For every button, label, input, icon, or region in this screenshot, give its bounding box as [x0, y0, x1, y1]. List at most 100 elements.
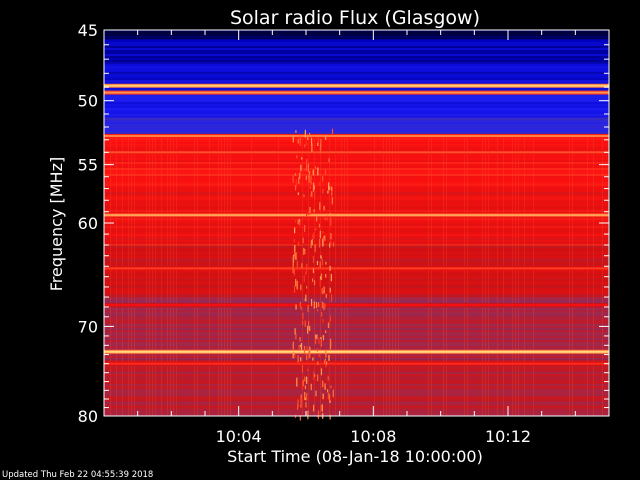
x-tick-label: 10:12 [485, 427, 531, 446]
spectrum-channel [104, 344, 609, 346]
burst-mark [294, 220, 297, 223]
burst-mark [295, 333, 297, 340]
burst-mark [312, 268, 315, 274]
burst-mark [324, 217, 327, 221]
burst-mark [322, 393, 324, 400]
burst-mark [320, 273, 323, 281]
burst-mark [296, 260, 298, 268]
burst-mark [303, 247, 305, 255]
spectrum-channel [104, 110, 609, 112]
spectrum-channel [104, 176, 609, 178]
burst-mark [294, 252, 296, 260]
spectrum-channel [104, 384, 609, 386]
spectrum-channel [104, 234, 609, 236]
interference-line [104, 303, 609, 306]
burst-mark [313, 301, 315, 309]
spectrum-channel [104, 178, 609, 180]
spectrum-channel [104, 140, 609, 142]
burst-mark [322, 335, 324, 338]
spectrum-channel [104, 328, 609, 330]
x-axis-label: Start Time (08-Jan-18 10:00:00) [227, 447, 483, 466]
burst-mark [321, 177, 324, 182]
spectrum-channel [104, 210, 609, 212]
spectrum-channel [104, 198, 609, 200]
y-tick-label: 80 [78, 407, 98, 426]
spectrum-channel [104, 336, 609, 338]
spectrum-channel [104, 102, 609, 104]
spectrum-channel [104, 158, 609, 160]
spectrum-channel [104, 166, 609, 168]
spectrum-channel [104, 72, 609, 74]
burst-mark [293, 251, 296, 256]
spectrogram-plot [104, 30, 609, 421]
burst-mark [320, 138, 322, 145]
burst-mark [310, 193, 312, 197]
spectrum-channel [104, 258, 609, 260]
time-striation [167, 134, 168, 416]
burst-mark [329, 287, 331, 293]
burst-mark [313, 280, 316, 286]
interference-line [104, 134, 609, 137]
time-striation [572, 134, 573, 416]
chart-title: Solar radio Flux (Glasgow) [230, 7, 480, 29]
time-striation [341, 134, 342, 416]
burst-mark [330, 338, 332, 346]
spectrum-channel [104, 62, 609, 64]
spectrum-channel [104, 324, 609, 326]
spectrum-channel [104, 40, 609, 42]
spectrum-channel [104, 58, 609, 60]
y-tick-label: 70 [78, 317, 98, 336]
burst-mark [324, 235, 326, 241]
spectrum-channel [104, 130, 609, 132]
interference-line [104, 267, 609, 270]
spectrum-channel [104, 116, 609, 118]
spectrum-channel [104, 144, 609, 146]
spectrum-channel [104, 44, 609, 46]
burst-mark [296, 377, 298, 387]
spectrum-channel [104, 48, 609, 50]
spectrum-channel [104, 368, 609, 370]
spectrum-channel [104, 280, 609, 282]
burst-mark [313, 185, 315, 190]
burst-mark [320, 339, 323, 347]
burst-mark [327, 375, 329, 381]
time-striation [314, 134, 315, 416]
burst-mark [301, 157, 303, 160]
burst-mark [297, 139, 299, 144]
spectrum-channel [104, 244, 609, 246]
burst-mark [317, 374, 319, 382]
spectrum-channel [104, 70, 609, 72]
spectrum-channel [104, 180, 609, 182]
burst-mark [292, 256, 294, 266]
burst-mark [316, 348, 319, 352]
time-striation [482, 134, 483, 416]
burst-mark [311, 238, 313, 246]
burst-mark [306, 392, 308, 401]
spectrum-channel [104, 382, 609, 384]
spectrum-channel [104, 82, 609, 84]
burst-mark [303, 275, 305, 282]
burst-mark [297, 219, 299, 225]
spectrum-channel [104, 264, 609, 266]
spectrum-channel [104, 340, 609, 342]
spectrum-channel [104, 396, 609, 398]
burst-mark [328, 182, 330, 191]
burst-mark [303, 194, 305, 198]
spectrum-channel [104, 226, 609, 228]
time-striation [209, 134, 210, 416]
spectrum-channel [104, 30, 609, 32]
spectrum-channel [104, 104, 609, 106]
time-striation [320, 134, 321, 416]
burst-mark [308, 170, 311, 176]
burst-mark [306, 158, 308, 168]
burst-mark [292, 351, 294, 359]
spectrum-channel [104, 88, 609, 90]
burst-mark [292, 175, 294, 183]
time-striation [488, 134, 489, 416]
spectrum-channel [104, 188, 609, 190]
burst-mark [310, 175, 312, 185]
spectrum-channel [104, 236, 609, 238]
burst-mark [327, 389, 329, 393]
burst-mark [306, 376, 308, 384]
burst-mark [315, 390, 317, 397]
